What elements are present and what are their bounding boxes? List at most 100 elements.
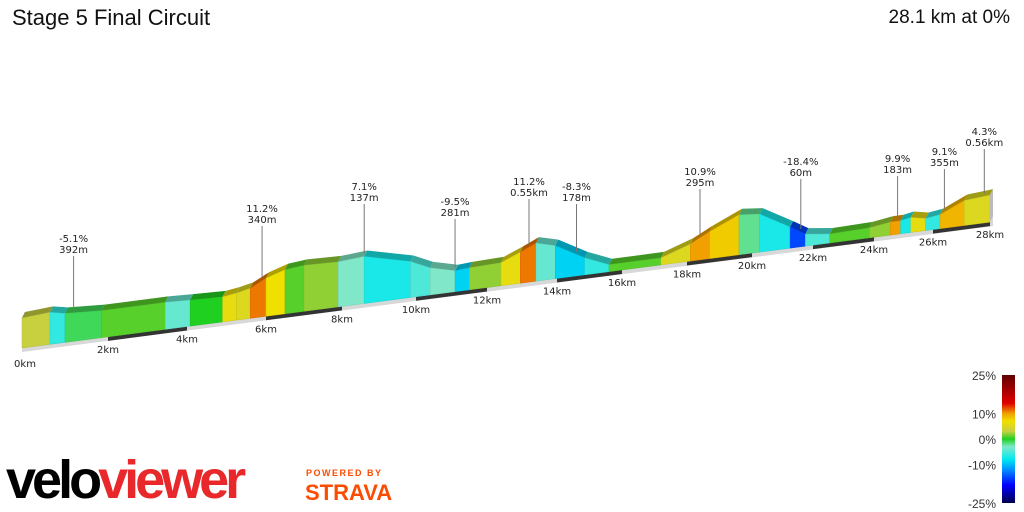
- x-tick-label: 8km: [331, 314, 353, 325]
- segment-top-35: [910, 211, 929, 219]
- segment-top-14: [410, 255, 434, 268]
- segment-top-22: [584, 251, 612, 265]
- segment-top-36: [925, 208, 944, 219]
- segment-top-38: [964, 189, 993, 201]
- segment-top-37: [940, 194, 968, 215]
- segment-face-7: [236, 287, 251, 321]
- annotation-length: 295m: [686, 178, 715, 189]
- annotation-grade: -18.4%: [783, 157, 818, 168]
- segment-top-30: [805, 227, 833, 235]
- km-band-6: [266, 306, 342, 321]
- segment-top-8: [250, 272, 269, 289]
- annotation-length: 392m: [59, 245, 88, 256]
- annotation-length: 183m: [883, 165, 912, 176]
- segment-top-21: [555, 239, 588, 258]
- annotation-grade: 11.2%: [513, 177, 545, 188]
- segment-top-10: [285, 259, 307, 270]
- annotation-length: 178m: [562, 193, 591, 204]
- annotation-length: 355m: [930, 158, 959, 169]
- segment-top-19: [520, 237, 539, 253]
- veloviewer-logo: veloviewer: [6, 450, 246, 510]
- x-tick-label: 18km: [673, 270, 701, 281]
- segment-face-0: [21, 312, 51, 349]
- annotation-grade: 4.3%: [972, 127, 997, 138]
- segment-top-16: [455, 261, 473, 271]
- x-tick-label: 4km: [176, 335, 198, 346]
- annotation-length: 0.55km: [510, 188, 548, 199]
- km-band-22: [813, 237, 874, 250]
- segment-face-12: [337, 256, 365, 308]
- profile-base: [22, 216, 993, 352]
- segment-face-15: [429, 267, 456, 296]
- annotation-grade: 7.1%: [351, 182, 376, 193]
- distance-summary: 28.1 km at 0%: [888, 7, 1010, 28]
- x-tick-label: 16km: [608, 278, 636, 289]
- segment-top-13: [364, 250, 414, 262]
- segment-face-1: [49, 312, 66, 345]
- segment-face-10: [284, 265, 305, 315]
- profile-end-face: [990, 189, 993, 223]
- x-tick-label: 14km: [543, 286, 571, 297]
- km-band-18: [687, 253, 752, 266]
- x-tick-label: 2km: [97, 345, 119, 356]
- grade-colorbar: [1002, 375, 1015, 503]
- segment-top-1: [49, 306, 68, 314]
- segment-top-9: [266, 263, 288, 279]
- segment-face-13: [363, 256, 411, 304]
- x-tick-label: 10km: [402, 305, 430, 316]
- segment-top-25: [690, 225, 713, 245]
- segment-face-6: [222, 292, 237, 323]
- segment-face-20: [535, 242, 556, 282]
- km-band-14: [557, 270, 622, 283]
- legend-label: -25%: [968, 497, 996, 511]
- legend-label: -10%: [968, 459, 996, 473]
- segment-top-23: [609, 251, 664, 265]
- km-band-26: [933, 222, 990, 234]
- segment-top-33: [890, 214, 904, 223]
- logo-velo: velo: [6, 450, 102, 510]
- segment-face-5: [189, 296, 223, 327]
- annotation-length: 0.56km: [965, 138, 1003, 149]
- powered-by-label: POWERED BY: [306, 468, 383, 478]
- segment-face-27: [738, 213, 760, 256]
- segment-top-24: [661, 238, 694, 258]
- legend-label: 25%: [972, 369, 996, 383]
- annotation-length: 60m: [790, 168, 812, 179]
- km-band-2: [108, 326, 187, 341]
- km-band-10: [416, 287, 487, 301]
- segment-top-32: [869, 216, 894, 228]
- annotation-grade: 9.1%: [932, 147, 957, 158]
- segment-top-11: [304, 255, 342, 266]
- segment-top-34: [900, 211, 914, 221]
- x-tick-label: 22km: [799, 253, 827, 264]
- segment-top-12: [338, 250, 368, 262]
- segment-face-33: [889, 220, 901, 236]
- segment-face-9: [265, 269, 286, 317]
- logo-viewer: viewer: [98, 450, 246, 510]
- annotation-length: 340m: [248, 215, 277, 226]
- legend-label: 0%: [979, 433, 997, 447]
- x-tick-label: 0km: [14, 359, 36, 370]
- annotation-grade: -5.1%: [59, 234, 88, 245]
- annotation-grade: 11.2%: [246, 204, 278, 215]
- page-title: Stage 5 Final Circuit: [12, 5, 211, 30]
- annotation-length: 137m: [350, 193, 379, 204]
- segment-face-4: [165, 299, 191, 330]
- x-tick-label: 26km: [919, 238, 947, 249]
- segment-top-17: [469, 256, 504, 268]
- segment-face-2: [64, 310, 102, 343]
- x-tick-label: 20km: [738, 261, 766, 272]
- segment-top-31: [829, 221, 873, 234]
- segment-face-38: [964, 194, 991, 226]
- x-tick-label: 6km: [255, 324, 277, 335]
- segment-top-2: [65, 304, 105, 314]
- segment-face-35: [910, 217, 926, 233]
- segment-top-20: [536, 237, 559, 246]
- x-tick-label: 24km: [860, 245, 888, 256]
- strava-logo: STRAVA: [305, 480, 393, 505]
- segment-top-6: [222, 287, 240, 297]
- legend-label: 10%: [972, 407, 996, 421]
- segment-top-5: [190, 290, 226, 301]
- annotation-length: 281m: [441, 208, 470, 219]
